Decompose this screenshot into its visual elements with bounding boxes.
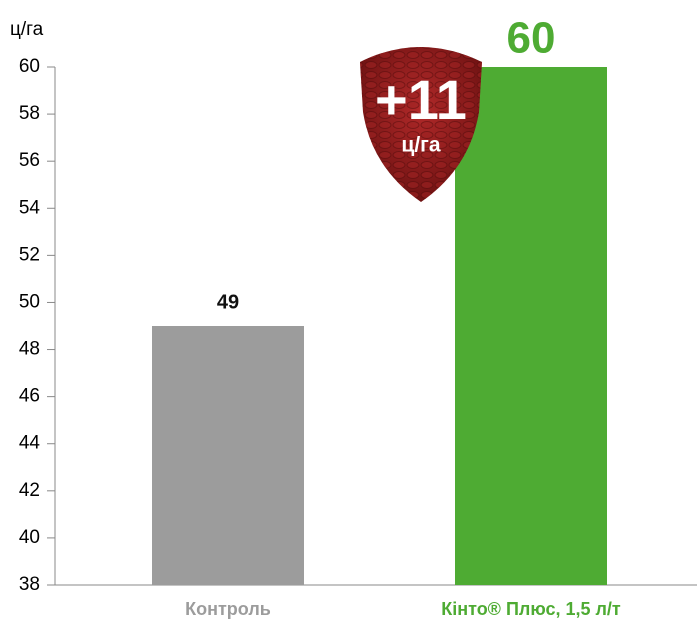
bar — [152, 326, 304, 585]
y-tick-label: 38 — [19, 574, 40, 595]
y-tick-label: 42 — [19, 480, 40, 501]
value-label: 60 — [507, 14, 556, 63]
plot: 38 40 42 44 46 48 50 52 54 56 58 60 49 Контроль 60 Кінт… — [19, 14, 697, 619]
y-tick-label: 58 — [19, 103, 40, 124]
x-tick-label: Контроль — [185, 599, 271, 619]
y-tick-label: 60 — [19, 56, 40, 77]
chart: ц/га 38 40 42 44 46 48 50 52 54 56 58 60 49 Контроль 6… — [0, 0, 697, 623]
y-tick-label: 48 — [19, 339, 40, 360]
y-tick-label: 50 — [19, 291, 40, 312]
annotation-unit: ц/га — [401, 134, 440, 157]
y-axis-label: ц/га — [10, 19, 44, 40]
y-tick-label: 40 — [19, 527, 40, 548]
value-label: 49 — [217, 291, 239, 313]
y-tick-label: 44 — [19, 433, 41, 454]
y-tick-label: 52 — [19, 244, 40, 265]
bar — [455, 67, 607, 585]
y-tick-label: 54 — [19, 197, 41, 218]
annotation-text: +11 — [375, 68, 467, 131]
x-tick-label: Кінто® Плюс, 1,5 л/т — [441, 599, 621, 619]
y-tick-label: 46 — [19, 386, 40, 407]
y-tick-label: 56 — [19, 150, 40, 171]
